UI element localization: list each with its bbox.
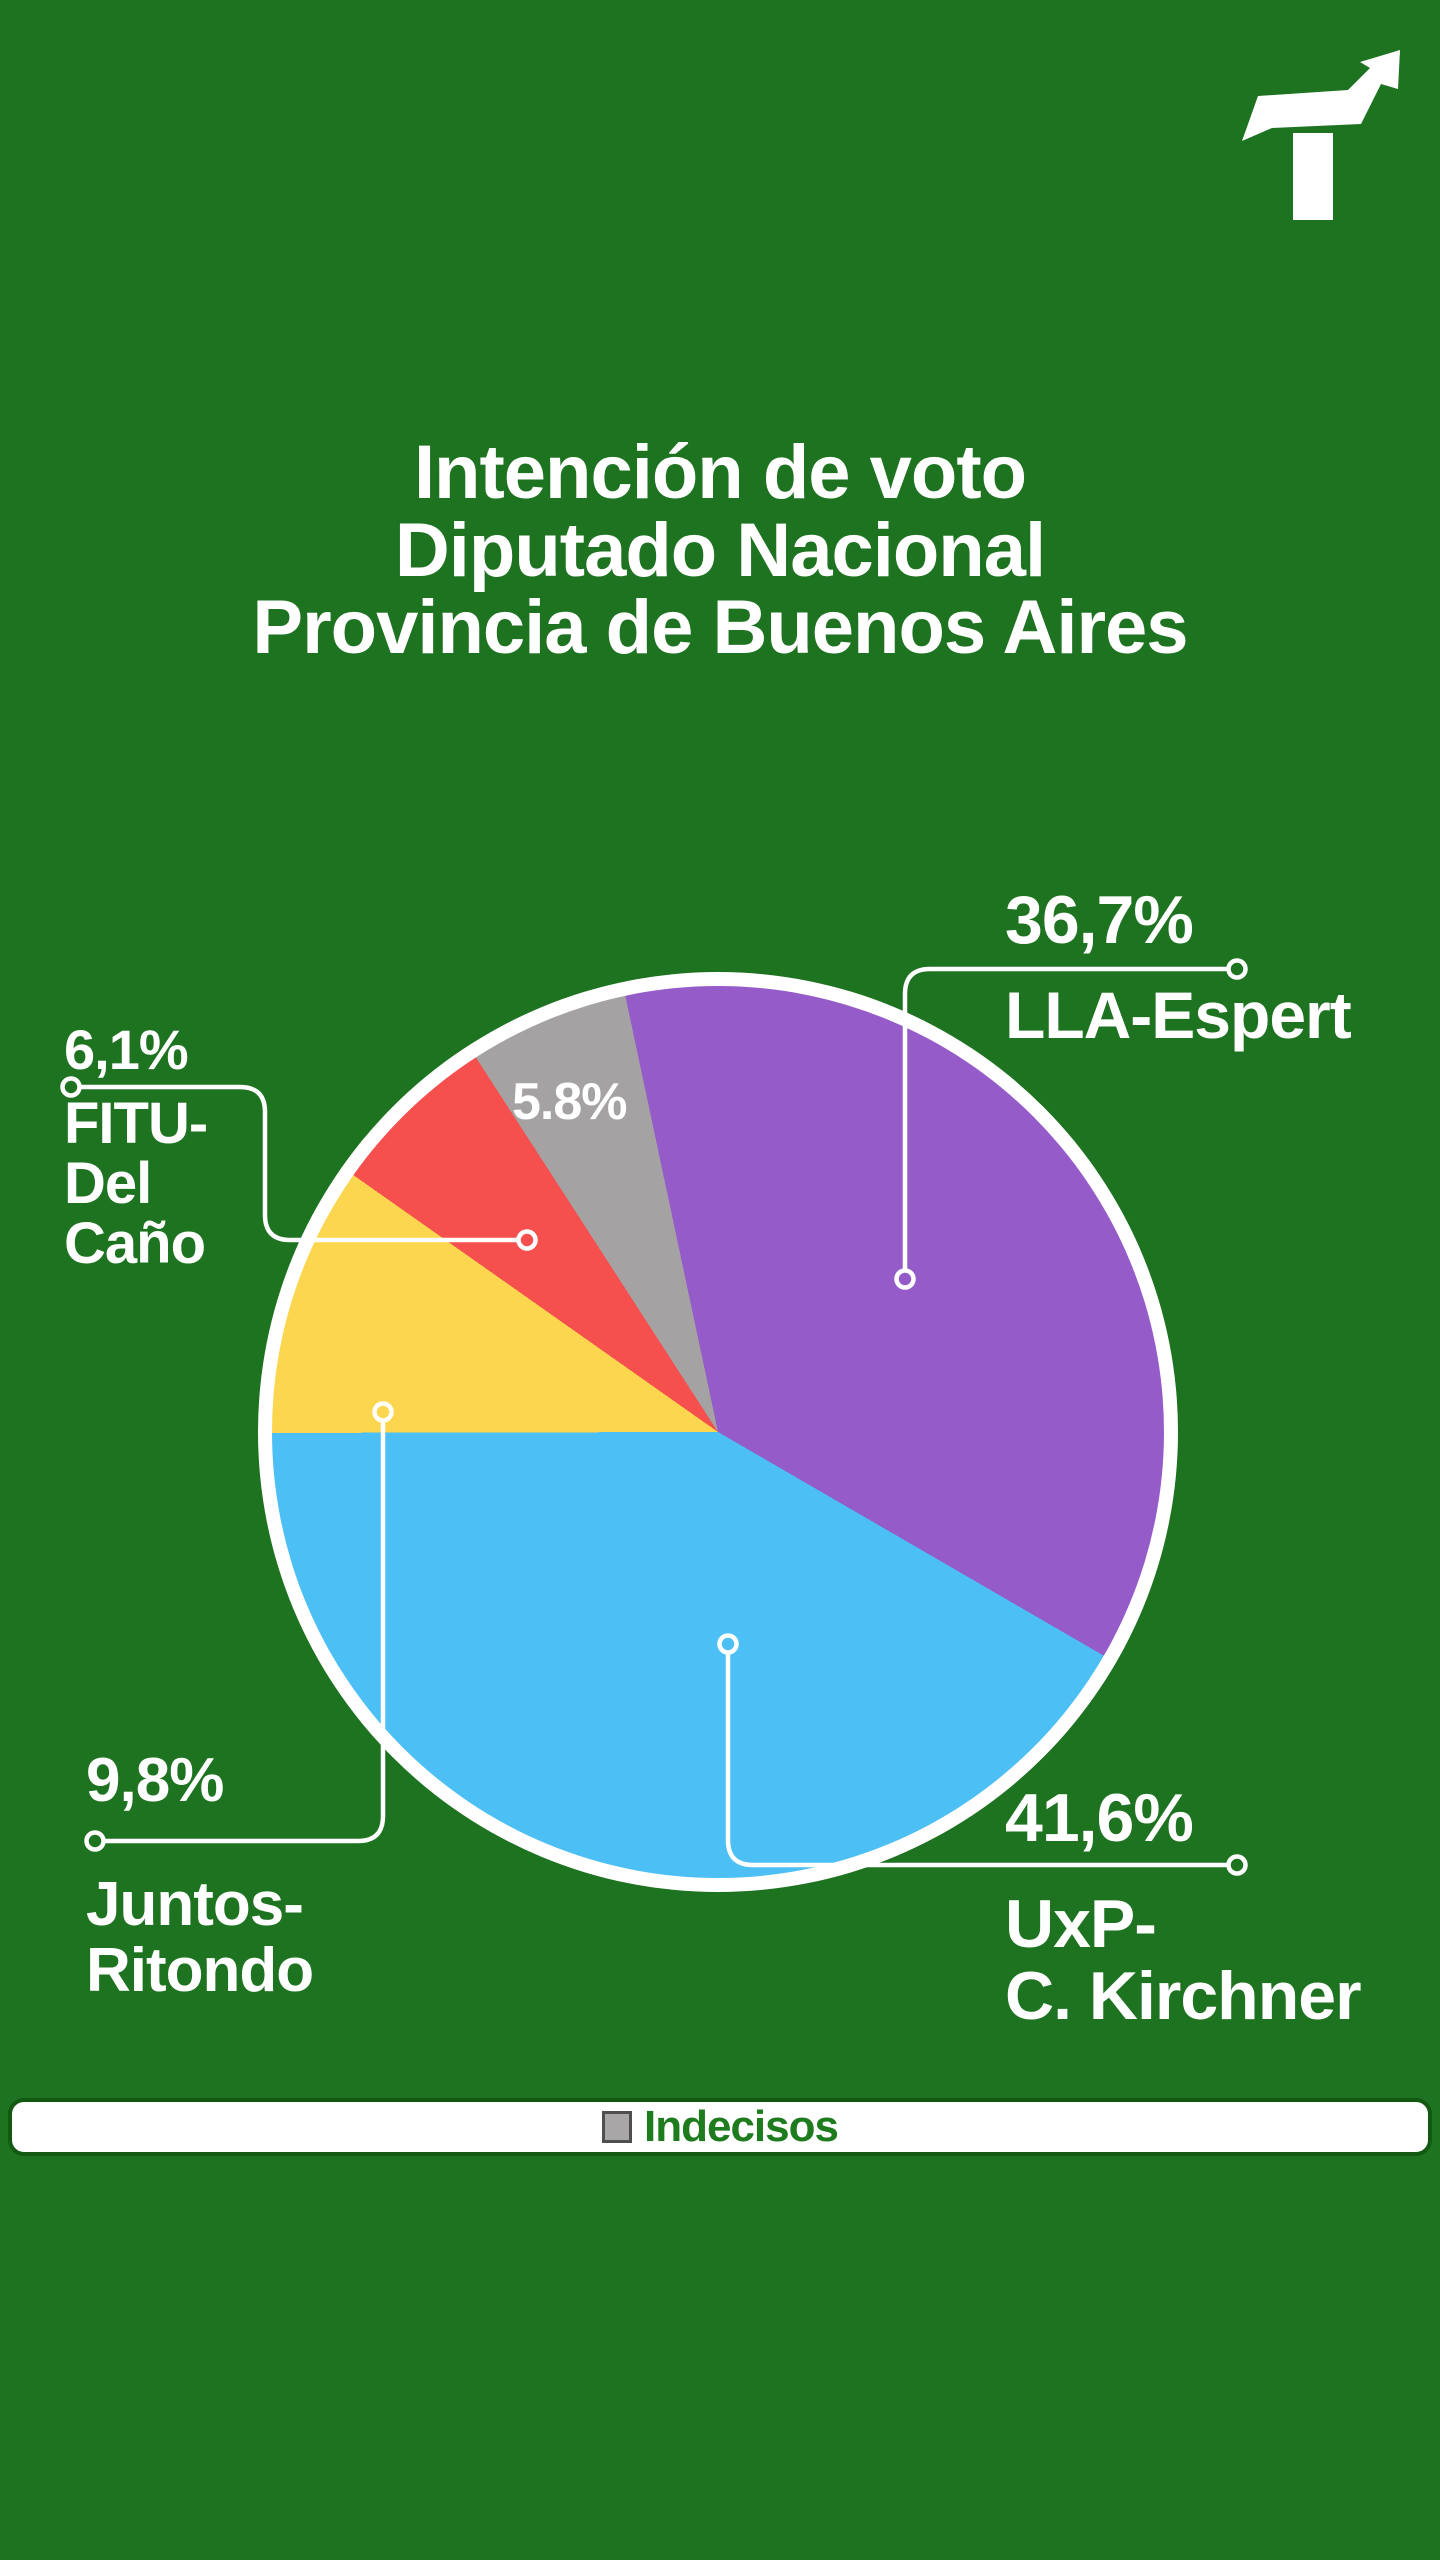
lla-anchor-dot-slice [894, 1268, 916, 1290]
legend-label: Indecisos [644, 2102, 839, 2151]
juntos-leader-line [103, 1421, 386, 1844]
page-title-line-3: Provincia de Buenos Aires [252, 585, 1188, 671]
lla-anchor-dot-outer [1226, 958, 1248, 980]
fitu-party-line-3: Caño [64, 1211, 206, 1277]
lla-party-label: LLA-Espert [1005, 978, 1352, 1052]
uxp-anchor-dot-outer [1226, 1854, 1248, 1876]
lla-percent-label: 36,7% [1005, 882, 1194, 958]
uxp-anchor-dot-slice [717, 1633, 739, 1655]
trend-arrow-t-logo-icon [1242, 50, 1400, 220]
logo-arrow-shape [1242, 50, 1400, 141]
juntos-party-line-1: Juntos- [86, 1870, 304, 1939]
juntos-percent-label: 9,8% [86, 1746, 224, 1815]
indecisos-swatch-icon [602, 2111, 633, 2143]
fitu-leader-line [78, 1084, 519, 1243]
page-title-line-1: Intención de voto [413, 430, 1027, 515]
uxp-party-line-2: C. Kirchner [1005, 1958, 1362, 2035]
indecisos-slice-percent-label: 5.8% [512, 1073, 628, 1131]
juntos-party-line-2: Ritondo [86, 1935, 314, 2005]
uxp-leader-line [725, 1651, 1230, 1868]
page-title-line-2: Diputado Nacional [394, 507, 1046, 593]
juntos-anchor-dot-outer [84, 1830, 106, 1852]
fitu-party-label: FITU- Del Caño [64, 1091, 208, 1277]
uxp-party-label: UxP- C. Kirchner [1005, 1886, 1362, 2035]
page-title: Intención de voto Diputado Nacional Prov… [0, 434, 1440, 667]
fitu-anchor-dot-outer [60, 1076, 82, 1098]
fitu-anchor-dot-slice [516, 1229, 538, 1251]
uxp-party-line-1: UxP- [1005, 1886, 1157, 1962]
legend-bar: Indecisos [8, 2098, 1432, 2156]
fitu-party-line-2: Del [64, 1151, 152, 1217]
juntos-party-label: Juntos- Ritondo [86, 1870, 314, 2005]
uxp-percent-label: 41,6% [1005, 1780, 1194, 1856]
juntos-anchor-dot-slice [372, 1401, 394, 1423]
fitu-party-line-1: FITU- [64, 1091, 208, 1156]
pie-chart [272, 986, 1164, 1878]
fitu-percent-label: 6,1% [64, 1018, 189, 1081]
logo-stem-shape [1293, 133, 1333, 220]
pie-chart-border [258, 972, 1178, 1892]
lla-leader-line [902, 966, 1231, 1271]
